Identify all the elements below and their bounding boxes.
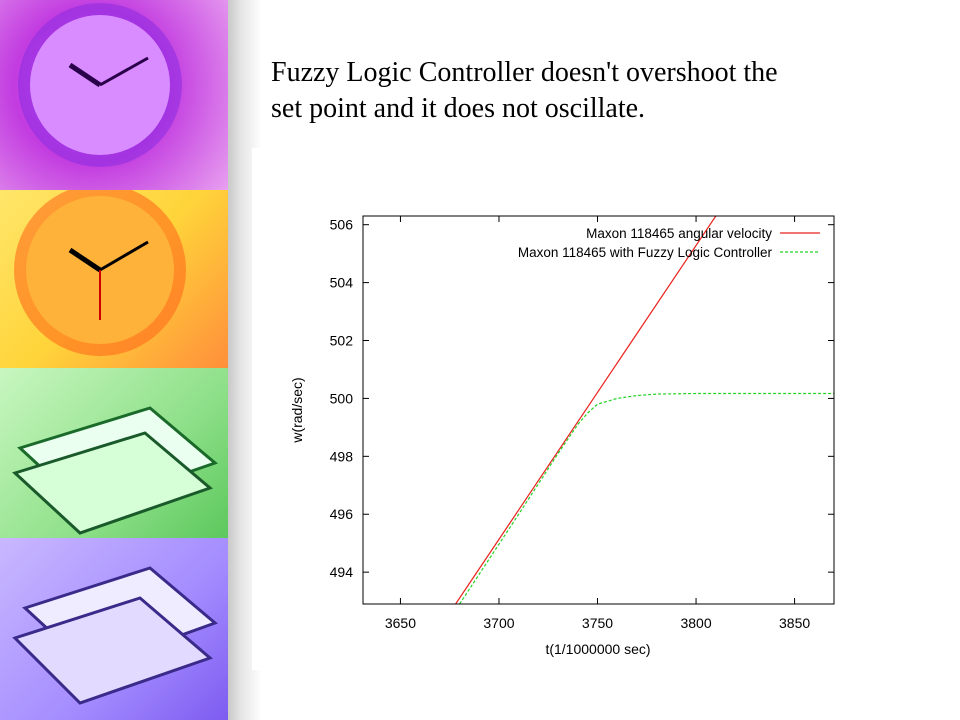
- legend: Maxon 118465 angular velocity Maxon 11846…: [518, 226, 820, 260]
- x-tick-label: 3850: [779, 615, 810, 631]
- y-tick-label: 500: [330, 390, 354, 406]
- y-tick-label: 496: [330, 506, 354, 522]
- y-tick-label: 506: [330, 217, 354, 233]
- chart-container: 3650 3700 3750 3800 3850 494 496 498 500 502 504 50…: [252, 148, 852, 670]
- papers-icon: [12, 406, 218, 535]
- clock-image-magenta: [0, 0, 228, 190]
- clock-image-orange: [0, 184, 228, 368]
- y-axis-label: w(rad/sec): [289, 377, 305, 443]
- x-axis-label: t(1/1000000 sec): [545, 641, 650, 657]
- line-chart: 3650 3700 3750 3800 3850 494 496 498 500 502 504 50…: [289, 215, 835, 657]
- decorative-photo-strip: [0, 0, 228, 720]
- papers-icon: [12, 566, 218, 705]
- x-tick-label: 3700: [483, 615, 514, 631]
- legend-label: Maxon 118465 angular velocity: [586, 226, 772, 241]
- clock-icon: [14, 184, 186, 356]
- y-tick-label: 494: [330, 564, 354, 580]
- x-tick-label: 3750: [582, 615, 613, 631]
- clock-icon: [18, 3, 182, 167]
- plot-area-border: [362, 215, 835, 605]
- y-tick-label: 498: [330, 448, 354, 464]
- x-tick-label: 3650: [385, 615, 416, 631]
- slide-title-line-1: Fuzzy Logic Controller doesn't overshoot…: [271, 57, 778, 88]
- y-tick-label: 502: [330, 333, 354, 349]
- papers-image-violet: [0, 538, 228, 720]
- legend-label: Maxon 118465 with Fuzzy Logic Controller: [518, 245, 773, 260]
- series-line-angular-velocity: [455, 216, 717, 604]
- series-line-fuzzy-controller: [459, 392, 834, 604]
- slide-title-line-2: set point and it does not oscillate.: [271, 93, 646, 124]
- x-tick-label: 3800: [680, 615, 711, 631]
- y-tick-label: 504: [330, 275, 354, 291]
- papers-image-green: [0, 368, 228, 538]
- slide-title: Fuzzy Logic Controller doesn't overshoot…: [271, 55, 911, 127]
